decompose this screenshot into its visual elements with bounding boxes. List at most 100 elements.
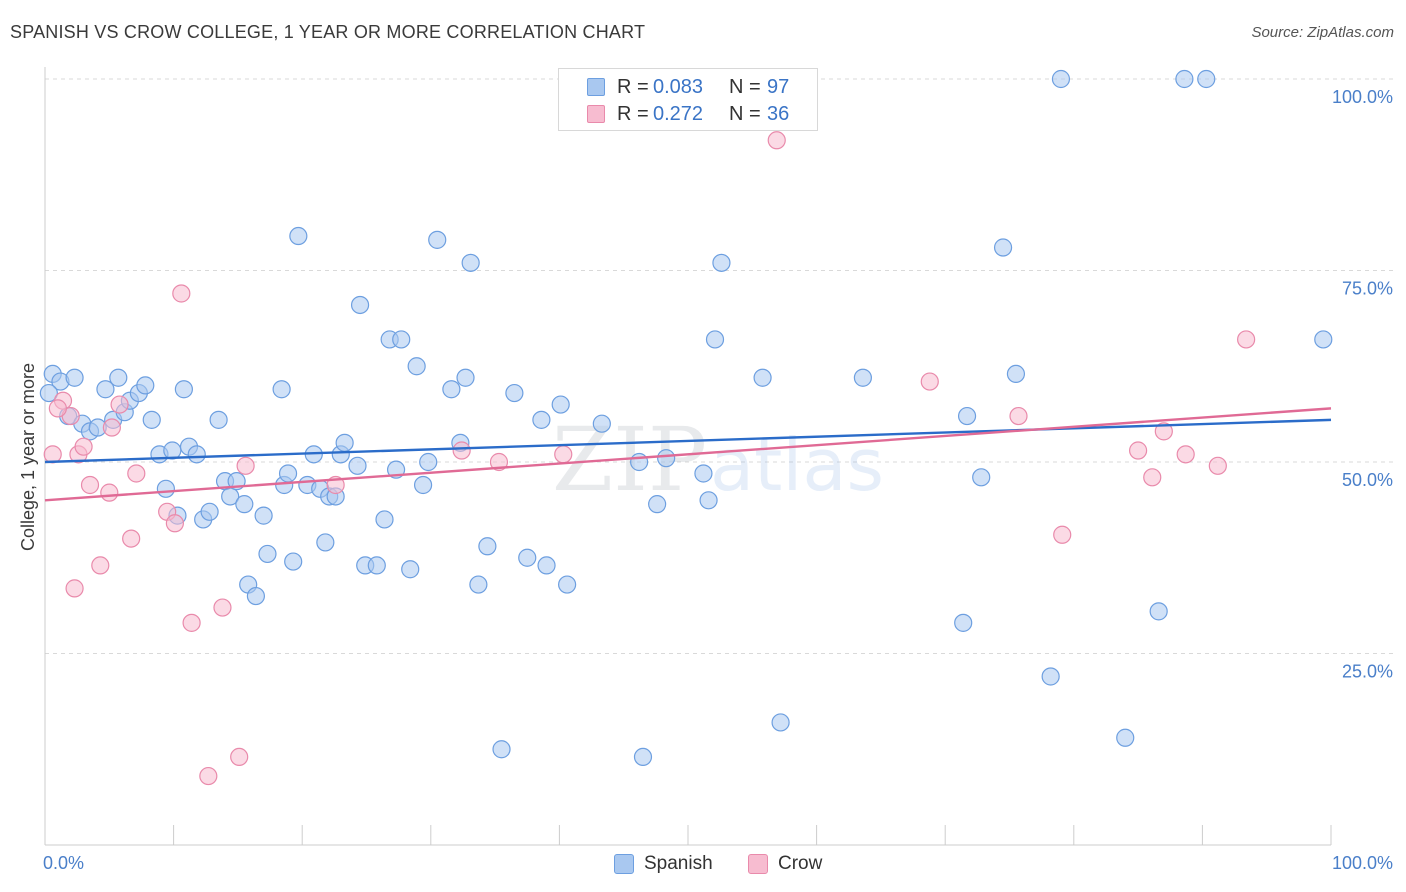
data-point-crow xyxy=(74,437,93,456)
data-point-spanish xyxy=(401,560,420,579)
data-point-spanish xyxy=(551,395,570,414)
data-point-crow xyxy=(489,452,509,472)
data-point-spanish xyxy=(442,380,461,399)
legend-row-spanish: R = 0.083 N = 97 xyxy=(587,75,789,99)
data-point-spanish xyxy=(492,740,511,759)
data-point-spanish xyxy=(209,410,228,429)
data-point-spanish xyxy=(537,556,556,575)
bottom-legend-crow: Crow xyxy=(748,852,822,876)
data-point-spanish xyxy=(278,464,298,483)
data-point-crow xyxy=(165,514,184,533)
data-point-spanish xyxy=(187,445,206,464)
legend-swatch-crow xyxy=(587,105,605,123)
data-point-spanish xyxy=(705,330,725,349)
data-point-crow xyxy=(452,441,471,460)
legend-n-value: 36 xyxy=(767,102,790,125)
trend-lines xyxy=(44,407,1332,502)
data-point-crow xyxy=(767,131,786,150)
data-point-spanish xyxy=(254,506,273,525)
data-point-spanish xyxy=(954,613,973,632)
legend-n-label: N = xyxy=(729,75,761,98)
data-point-crow xyxy=(100,483,119,502)
data-point-spanish xyxy=(957,406,977,426)
data-point-crow xyxy=(1053,525,1072,544)
data-point-spanish xyxy=(592,414,611,433)
y-tick-label: 25.0% xyxy=(1342,662,1393,682)
data-point-crow xyxy=(230,747,249,767)
data-point-crow xyxy=(182,613,201,632)
data-point-spanish xyxy=(558,575,577,594)
bottom-legend: Spanish Crow xyxy=(0,852,1406,878)
data-point-spanish xyxy=(1041,667,1060,686)
tick-labels: 100.0% 75.0% 50.0% 25.0% 0.0% 100.0% xyxy=(43,87,1393,873)
data-point-spanish xyxy=(335,433,354,452)
data-point-crow xyxy=(213,598,232,617)
bottom-legend-spanish: Spanish xyxy=(614,852,713,876)
data-point-spanish xyxy=(246,586,266,606)
legend-r-label: R = xyxy=(617,102,649,125)
data-point-crow xyxy=(65,579,84,598)
data-point-spanish xyxy=(461,253,480,272)
data-point-spanish xyxy=(1116,728,1135,747)
data-point-spanish xyxy=(174,380,193,399)
data-point-spanish xyxy=(289,226,308,246)
data-point-spanish xyxy=(699,491,718,510)
y-axis-label: College, 1 year or more xyxy=(18,363,38,551)
data-points xyxy=(39,69,1333,786)
data-point-spanish xyxy=(65,368,84,387)
y-tick-label: 50.0% xyxy=(1342,470,1393,490)
data-point-spanish xyxy=(505,383,524,403)
gridlines xyxy=(45,78,1393,654)
x-tick-label: 0.0% xyxy=(43,853,84,873)
data-point-spanish xyxy=(156,479,175,498)
chart-title: SPANISH VS CROW COLLEGE, 1 YEAR OR MORE … xyxy=(10,22,646,42)
trend-line-crow xyxy=(44,407,1332,502)
data-point-spanish xyxy=(235,495,254,514)
data-point-crow xyxy=(172,284,191,303)
data-point-crow xyxy=(1128,441,1148,460)
data-point-spanish xyxy=(456,368,475,387)
legend-n-value: 97 xyxy=(767,75,790,98)
data-point-spanish xyxy=(1197,69,1216,89)
legend-r-value: 0.272 xyxy=(653,102,704,125)
data-point-spanish xyxy=(532,410,551,429)
x-tick-label: 100.0% xyxy=(1332,853,1393,873)
data-point-crow xyxy=(110,395,129,414)
data-point-spanish xyxy=(136,376,155,395)
data-point-spanish xyxy=(630,452,649,472)
data-point-crow xyxy=(554,445,573,464)
trend-line-spanish xyxy=(44,418,1332,464)
data-point-spanish xyxy=(413,475,433,495)
legend: R = 0.083 N = 97 R = 0.272 N = 36 xyxy=(558,68,818,131)
data-point-spanish xyxy=(419,452,438,472)
data-point-spanish xyxy=(518,548,537,567)
bottom-legend-label: Spanish xyxy=(644,853,713,874)
data-point-spanish xyxy=(258,544,277,564)
data-point-spanish xyxy=(1175,69,1194,89)
data-point-crow xyxy=(1176,445,1195,464)
data-point-spanish xyxy=(478,537,497,556)
data-point-spanish xyxy=(972,468,991,487)
data-point-crow xyxy=(1009,406,1028,426)
data-point-crow xyxy=(920,372,939,391)
data-point-spanish xyxy=(316,533,335,552)
data-point-crow xyxy=(102,418,121,437)
data-point-spanish xyxy=(469,575,488,594)
y-tick-label: 75.0% xyxy=(1342,279,1393,299)
data-point-spanish xyxy=(350,295,370,315)
data-point-spanish xyxy=(200,502,219,521)
data-point-crow xyxy=(122,529,141,548)
data-point-spanish xyxy=(648,495,667,514)
data-point-spanish xyxy=(694,464,713,483)
data-point-crow xyxy=(80,475,100,495)
data-point-spanish xyxy=(142,410,161,429)
data-point-spanish xyxy=(633,747,653,767)
data-point-spanish xyxy=(428,230,447,249)
data-point-spanish xyxy=(348,456,367,475)
data-point-crow xyxy=(91,556,110,575)
data-point-crow xyxy=(1143,468,1162,487)
data-point-spanish xyxy=(367,556,386,575)
data-point-spanish xyxy=(407,357,426,376)
data-point-crow xyxy=(48,399,67,418)
